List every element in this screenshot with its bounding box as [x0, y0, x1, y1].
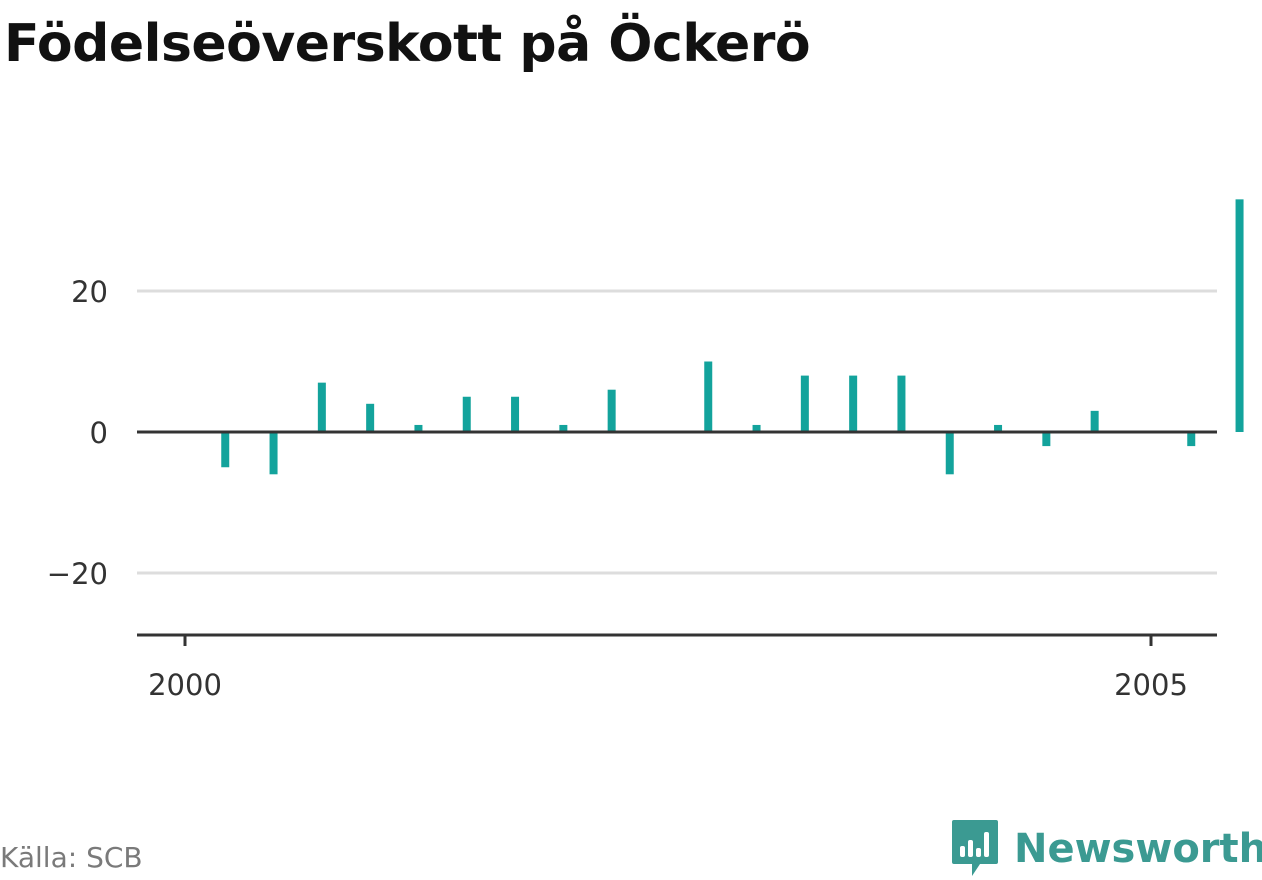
bar [800, 375, 809, 432]
y-tick-label: 20 [71, 275, 108, 309]
bar [607, 389, 616, 432]
bar [1235, 199, 1244, 432]
bar [414, 424, 423, 432]
bar [897, 375, 906, 432]
bar [559, 424, 568, 432]
source-note: Källa: SCB [0, 841, 143, 874]
bar [317, 382, 326, 432]
bar [704, 361, 713, 432]
bar [1042, 432, 1051, 447]
newsworthy-logo: Newsworthy [950, 818, 1262, 880]
bar [994, 424, 1003, 432]
gridlines [137, 289, 1217, 575]
brand-name: Newsworthy [1014, 826, 1262, 872]
chart-title: Födelseöverskott på Öckerö [4, 14, 811, 74]
bar [849, 375, 858, 432]
bar [1187, 432, 1196, 447]
bar [366, 403, 375, 432]
bar [752, 424, 761, 432]
bar [221, 432, 230, 468]
y-tick-label: −20 [47, 557, 108, 591]
bar [945, 432, 954, 475]
x-tick-label: 2005 [1114, 668, 1188, 702]
bar [1090, 410, 1099, 432]
newsworthy-logo-icon [952, 820, 998, 876]
bar [462, 396, 471, 432]
axes: −20020200020052010201520202025 [47, 275, 1217, 702]
bars [221, 199, 1244, 475]
bar [511, 396, 520, 432]
y-tick-label: 0 [90, 416, 108, 450]
bar [269, 432, 278, 475]
x-tick-label: 2000 [148, 668, 222, 702]
